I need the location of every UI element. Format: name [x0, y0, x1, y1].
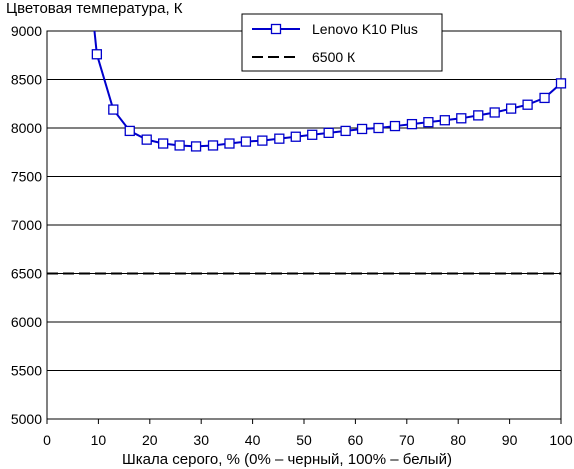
y-tick-label: 5500: [11, 363, 42, 379]
data-point: [505, 103, 517, 114]
y-tick-label: 6000: [11, 314, 42, 330]
x-tick-label: 0: [43, 432, 51, 448]
data-point: [174, 140, 185, 151]
data-point: [373, 122, 384, 134]
data-point: [141, 134, 152, 145]
data-point: [207, 140, 219, 151]
data-point: [522, 99, 533, 110]
x-tick-label: 50: [296, 432, 312, 448]
data-point: [489, 107, 500, 118]
series-layer: [47, 31, 567, 275]
legend-swatch-marker: [270, 23, 282, 35]
x-tick-labels: 0 10 20 30 40 50 60 70 80 90 100: [43, 432, 573, 448]
grid-lines: [47, 30, 561, 420]
data-point: [389, 120, 401, 132]
data-point: [257, 135, 268, 146]
legend-label-6500k: 6500 К: [312, 49, 356, 65]
data-point: [323, 127, 334, 139]
y-tick-label: 9000: [11, 23, 42, 39]
data-point: [158, 138, 169, 149]
data-point: [539, 92, 550, 104]
data-point: [108, 104, 119, 115]
data-point: [356, 123, 368, 135]
data-point: [91, 49, 103, 60]
data-point: [473, 110, 484, 121]
data-point: [190, 141, 202, 152]
data-point: [124, 125, 135, 137]
legend: Lenovo K10 Plus 6500 К: [241, 13, 443, 72]
data-point: [274, 133, 285, 144]
legend-box: [241, 13, 443, 72]
data-point: [290, 131, 301, 142]
x-tick-label: 20: [142, 432, 158, 448]
data-point: [456, 113, 467, 124]
y-tick-label: 5000: [11, 411, 42, 427]
data-point: [307, 129, 318, 140]
data-point: [224, 138, 235, 149]
y-tick-label: 8500: [11, 72, 42, 88]
data-point: [555, 78, 567, 89]
y-tick-label: 7000: [11, 217, 42, 233]
y-tick-labels: 5000 5500 6000 6500 7000 7500 8000 8500 9000: [11, 23, 42, 427]
data-point: [406, 118, 418, 130]
x-tick-label: 90: [502, 432, 518, 448]
data-point: [439, 115, 450, 126]
y-tick-label: 8000: [11, 120, 42, 136]
y-tick-label: 6500: [11, 266, 42, 282]
x-tick-label: 40: [245, 432, 261, 448]
x-axis-label: Шкала серого, % (0% – черный, 100% – бел…: [122, 451, 452, 468]
x-tick-label: 100: [549, 432, 573, 448]
chart-title: Цветовая температура, К: [6, 0, 183, 17]
x-tick-label: 70: [399, 432, 415, 448]
y-tick-label: 7500: [11, 169, 42, 185]
x-tick-label: 30: [193, 432, 209, 448]
axes: [46, 30, 562, 424]
data-point: [240, 136, 252, 147]
x-tick-label: 10: [91, 432, 107, 448]
x-tick-label: 60: [348, 432, 364, 448]
legend-label-lenovo-k10-plus: Lenovo K10 Plus: [312, 21, 418, 37]
x-tick-label: 80: [450, 432, 466, 448]
data-point: [340, 125, 351, 137]
data-point: [423, 117, 434, 128]
